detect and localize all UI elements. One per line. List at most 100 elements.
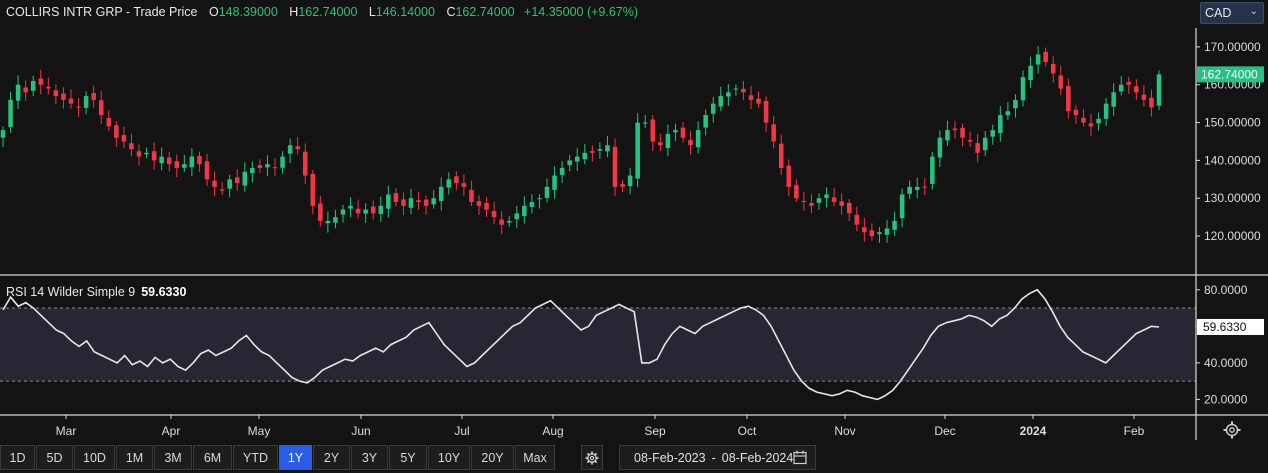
candle-body	[967, 139, 973, 142]
candle	[454, 171, 459, 191]
candle-body	[408, 198, 414, 208]
range-1d-button[interactable]: 1D	[0, 445, 35, 470]
candle	[348, 197, 353, 218]
candle-body	[197, 155, 202, 165]
candle-body	[733, 88, 739, 90]
candle-body	[635, 122, 640, 179]
candle-body	[204, 161, 210, 180]
candle-body	[574, 156, 580, 162]
gear-icon	[585, 451, 599, 464]
candle	[809, 194, 814, 214]
chart-settings-icon[interactable]	[1222, 420, 1242, 440]
candle	[363, 203, 368, 224]
candle	[257, 159, 263, 173]
candle	[431, 190, 436, 209]
candle-body	[38, 78, 44, 85]
candle-body	[809, 202, 814, 206]
candle	[461, 174, 467, 197]
candle	[1028, 56, 1033, 88]
candle-body	[76, 106, 81, 108]
candle	[982, 130, 988, 157]
candle	[559, 161, 565, 183]
candle	[174, 154, 180, 178]
price-tick-label: 120.00000	[1204, 229, 1261, 243]
candle-body	[1149, 97, 1154, 108]
candle	[544, 178, 550, 203]
candle	[748, 85, 754, 109]
candle	[726, 84, 731, 106]
candle-body	[363, 209, 368, 214]
candle	[756, 91, 761, 108]
candle	[892, 211, 897, 236]
range-max-button[interactable]: Max	[515, 445, 555, 470]
range-10y-button[interactable]: 10Y	[428, 445, 470, 470]
candle-body	[673, 130, 678, 133]
range-5d-button[interactable]: 5D	[36, 445, 73, 470]
candle	[23, 80, 28, 101]
candle	[378, 196, 384, 222]
candle	[771, 115, 776, 149]
candle	[552, 166, 557, 199]
candle	[333, 209, 338, 229]
candle-body	[567, 160, 572, 166]
candle-body	[771, 124, 776, 142]
currency-select[interactable]: CAD ⌄	[1200, 2, 1264, 24]
range-2y-button[interactable]: 2Y	[313, 445, 350, 470]
range-settings-button[interactable]	[581, 445, 603, 470]
x-tick-label: Oct	[738, 424, 757, 438]
candle	[778, 134, 784, 176]
rsi-legend-value: 59.6330	[141, 285, 187, 299]
candle-body	[416, 200, 421, 203]
candle	[1066, 78, 1071, 119]
candle	[83, 91, 89, 115]
range-3m-button[interactable]: 3M	[154, 445, 192, 470]
candle	[514, 206, 520, 229]
candle	[582, 143, 588, 165]
candle-body	[491, 211, 497, 218]
range-20y-button[interactable]: 20Y	[471, 445, 514, 470]
candle	[265, 155, 270, 177]
candle	[1058, 66, 1064, 96]
range-6m-button[interactable]: 6M	[193, 445, 232, 470]
candle	[242, 162, 248, 192]
range-10d-button[interactable]: 10D	[74, 445, 115, 470]
candle-body	[83, 96, 89, 108]
candle	[763, 96, 769, 132]
candle	[937, 130, 943, 168]
range-ytd-button[interactable]: YTD	[233, 445, 278, 470]
range-5y-button[interactable]: 5Y	[389, 445, 427, 470]
date-range-picker[interactable]: 08-Feb-2023 - 08-Feb-2024	[619, 445, 816, 470]
x-tick-label: Nov	[834, 424, 855, 438]
candle	[114, 121, 119, 148]
candle-body	[1028, 65, 1033, 81]
price-tick-label: 170.00000	[1204, 40, 1261, 54]
candle-body	[0, 130, 6, 138]
candle	[680, 121, 686, 143]
price-tick-label: 150.00000	[1204, 116, 1261, 130]
candle-body	[174, 161, 180, 168]
candle	[695, 121, 701, 154]
range-1m-button[interactable]: 1M	[116, 445, 153, 470]
range-1y-button[interactable]: 1Y	[279, 445, 312, 470]
candle	[665, 124, 671, 157]
candle	[0, 126, 6, 148]
range-3y-button[interactable]: 3Y	[351, 445, 388, 470]
rsi-legend: RSI 14 Wilder Simple 9 59.6330	[6, 285, 186, 299]
candle-body	[401, 199, 406, 206]
candle-body	[869, 230, 875, 237]
candle-body	[68, 98, 74, 104]
candle	[393, 188, 399, 207]
candle-body	[386, 194, 391, 209]
candle	[1020, 70, 1026, 107]
rsi-last-label: 59.6330	[1203, 320, 1247, 334]
candle	[1081, 109, 1086, 127]
candle-body	[159, 156, 164, 164]
candle	[159, 147, 164, 171]
candle	[831, 188, 837, 207]
candle-body	[831, 197, 837, 203]
candle	[642, 115, 648, 129]
candle	[8, 91, 13, 133]
candle	[952, 120, 958, 139]
candle-body	[597, 149, 603, 151]
